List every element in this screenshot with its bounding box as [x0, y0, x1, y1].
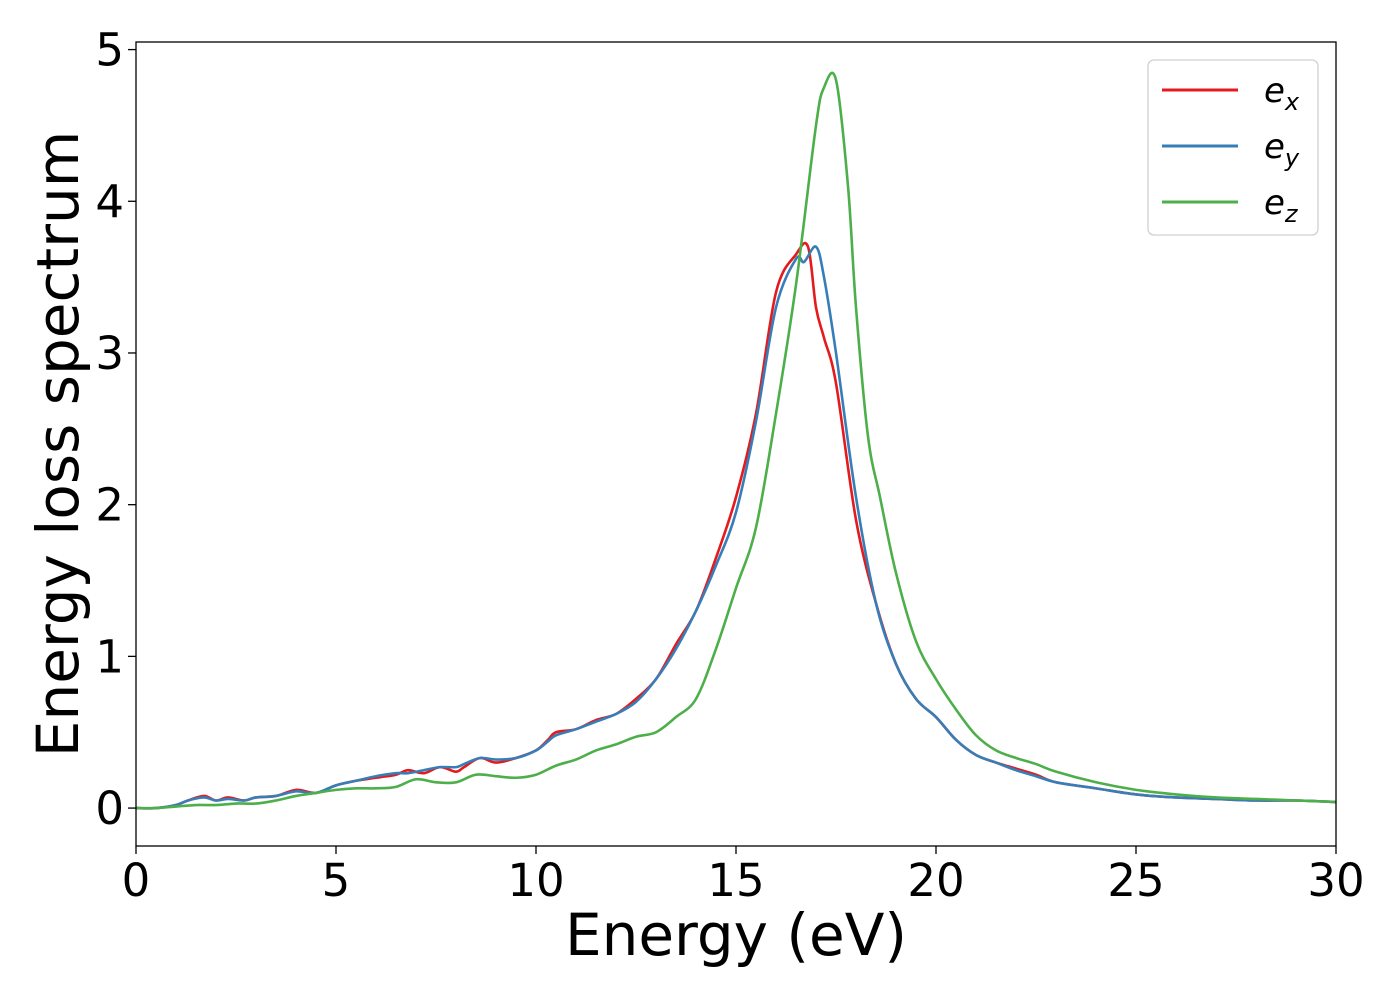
y-tick-label: 4 — [95, 175, 124, 228]
legend-label-base: e — [1264, 71, 1285, 111]
legend-label-base: e — [1264, 183, 1285, 223]
x-tick-label: 0 — [122, 854, 151, 907]
legend-label-z: ez — [1264, 183, 1299, 228]
y-axis-title: Energy loss spectrum — [24, 131, 92, 757]
y-tick-label: 3 — [95, 327, 124, 380]
legend-label-y: ey — [1264, 127, 1300, 172]
y-tick-label: 5 — [95, 24, 124, 77]
x-axis-title: Energy (eV) — [565, 901, 907, 969]
legend-label-subscript: y — [1284, 144, 1300, 172]
x-tick-label: 20 — [907, 854, 964, 907]
x-tick-label: 10 — [507, 854, 564, 907]
series-line-z — [136, 71, 1336, 810]
x-tick-label: 15 — [707, 854, 764, 907]
series-line-x — [136, 241, 1336, 810]
legend-label-subscript: z — [1284, 200, 1299, 228]
legend-label-base: e — [1264, 127, 1285, 167]
x-tick-label: 25 — [1107, 854, 1164, 907]
x-tick-label: 5 — [322, 854, 351, 907]
y-tick-label: 1 — [95, 630, 124, 683]
series-lines — [136, 71, 1336, 810]
series-line-y — [136, 245, 1336, 810]
legend-label-x: ex — [1264, 71, 1300, 116]
x-axis-ticks: 0 5 10 15 20 25 30 — [122, 846, 1365, 907]
y-tick-label: 0 — [95, 782, 124, 835]
x-tick-label: 30 — [1307, 854, 1364, 907]
y-axis-ticks: 0 1 2 3 4 5 — [95, 24, 136, 835]
y-tick-label: 2 — [95, 479, 124, 532]
legend-label-subscript: x — [1284, 88, 1300, 116]
